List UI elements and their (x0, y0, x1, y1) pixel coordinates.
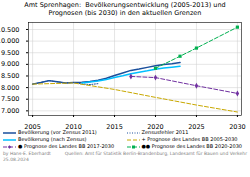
svg-text:9.500: 9.500 (1, 49, 20, 57)
html-text:+ Prognose des Landes BB 2005-: + Prognose des Landes BB 2005-2030 (141, 136, 238, 142)
svg-text:2010: 2010 (65, 123, 82, 129)
svg-text:7.500: 7.500 (1, 95, 20, 103)
svg-text:8.500: 8.500 (1, 72, 20, 80)
html-text:Quellen: Amt für Statistik Ber: Quellen: Amt für Statistik Berlin-Brande… (64, 151, 247, 156)
svg-text:2005: 2005 (24, 123, 41, 129)
svg-text:9.000: 9.000 (1, 60, 20, 68)
svg-text:7.000: 7.000 (1, 107, 20, 115)
html-text:by Hans-E. Eberhardt: by Hans-E. Eberhardt (3, 151, 51, 156)
svg-text:10.000: 10.000 (0, 37, 20, 45)
svg-text:2020: 2020 (147, 123, 164, 129)
html-text:● Prognose des Landes BB 2017-: ● Prognose des Landes BB 2017-2030 (18, 143, 115, 149)
svg-text:2025: 2025 (188, 123, 205, 129)
html-text:Zensusfehler 2011: Zensusfehler 2011 (141, 129, 189, 135)
html-text:Bevölkerung (nach Zensus): Bevölkerung (nach Zensus) (18, 136, 87, 142)
html-text:Amt Sprenhagen: Bevölkerungsen: Amt Sprenhagen: Bevölkerungsentwicklung … (24, 1, 226, 17)
svg-text:10.500: 10.500 (0, 26, 20, 34)
svg-text:2030: 2030 (229, 123, 246, 129)
html-text:25.08.2024: 25.08.2024 (3, 156, 29, 162)
svg-text:2015: 2015 (106, 123, 123, 129)
html-text:Bevölkerung (vor Zensus 2011): Bevölkerung (vor Zensus 2011) (18, 129, 97, 135)
svg-text:8.000: 8.000 (1, 84, 20, 92)
html-text:●● Prognose des Landes BB 2020: ●● Prognose des Landes BB 2020-2030 (141, 143, 242, 149)
